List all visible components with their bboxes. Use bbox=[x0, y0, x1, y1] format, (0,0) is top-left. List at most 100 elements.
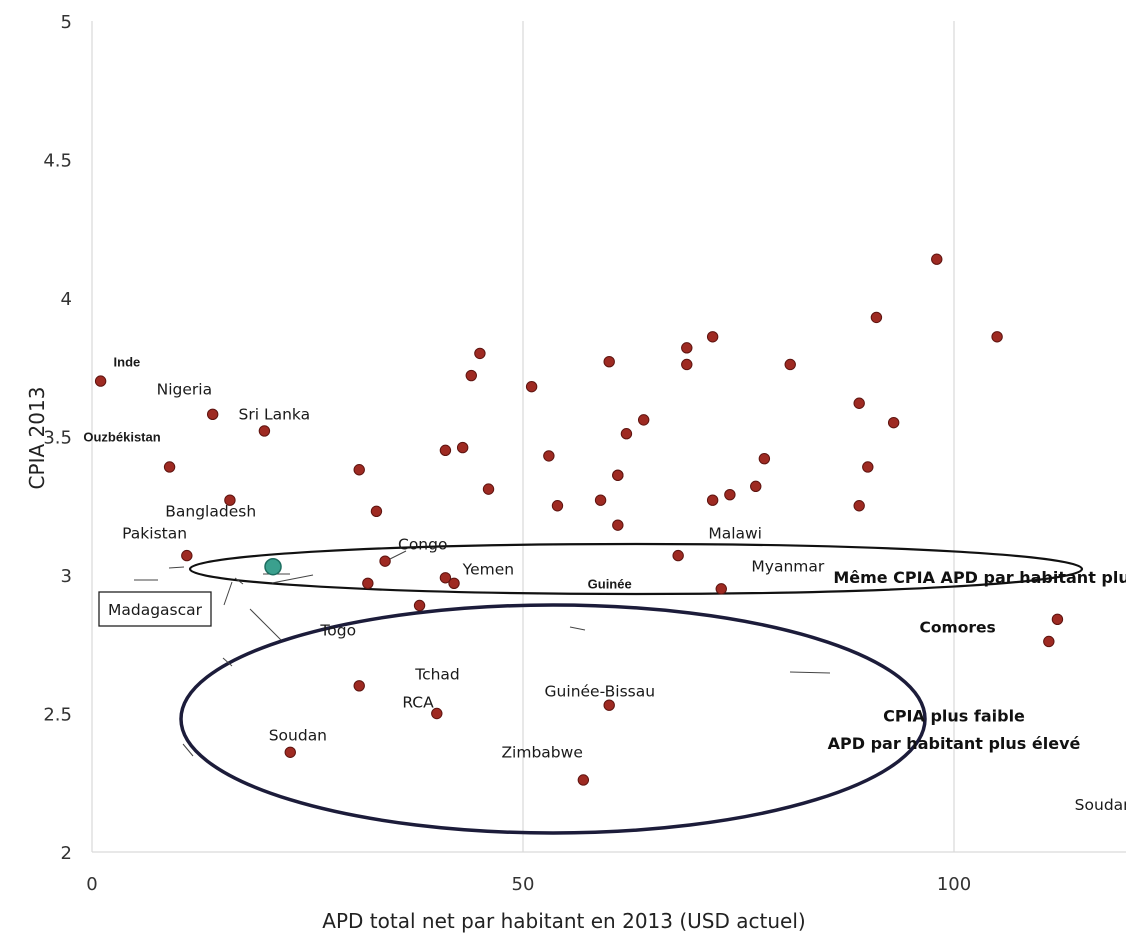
data-point bbox=[474, 347, 486, 360]
point-label: Ouzbékistan bbox=[83, 430, 160, 445]
x-tick-label: 0 bbox=[86, 874, 97, 895]
point-label: Zimbabwe bbox=[501, 743, 582, 761]
data-point bbox=[715, 583, 727, 595]
point-label: Nigeria bbox=[157, 380, 212, 398]
data-point bbox=[258, 425, 271, 437]
data-point bbox=[681, 342, 693, 354]
point-label: Soudan bbox=[269, 727, 327, 745]
y-tick-label: 4 bbox=[61, 289, 72, 310]
leader-line bbox=[271, 574, 314, 584]
grid-lines bbox=[91, 21, 1126, 853]
data-point bbox=[456, 441, 469, 454]
data-point bbox=[620, 428, 633, 440]
data-point bbox=[439, 572, 452, 584]
data-point bbox=[224, 494, 236, 506]
leader-line bbox=[222, 657, 233, 667]
data-point bbox=[465, 369, 477, 382]
data-point bbox=[750, 480, 762, 493]
y-tick-label: 2 bbox=[61, 843, 72, 864]
y-axis-title: CPIA 2013 bbox=[25, 387, 49, 490]
axis-ticks: 05010015020022.533.544.55 bbox=[43, 12, 971, 895]
data-point bbox=[439, 444, 452, 457]
data-point bbox=[681, 358, 693, 371]
data-point bbox=[94, 375, 107, 387]
data-point bbox=[672, 549, 684, 562]
data-point bbox=[931, 253, 943, 265]
point-label: Guinée-Bissau bbox=[545, 682, 656, 700]
data-point bbox=[612, 469, 624, 481]
data-point bbox=[1043, 635, 1055, 648]
data-point bbox=[370, 505, 383, 517]
data-points bbox=[94, 253, 1064, 786]
y-tick-label: 3.5 bbox=[43, 428, 72, 449]
data-point bbox=[353, 680, 365, 692]
madagascar-callout: Madagascar bbox=[98, 591, 212, 627]
point-label: Comores bbox=[920, 619, 996, 637]
point-label: Inde bbox=[114, 355, 141, 370]
annotations: Même CPIA APD par habitant plus élevé CPI… bbox=[828, 568, 1126, 753]
x-tick-label: 100 bbox=[937, 874, 971, 895]
data-point bbox=[413, 599, 426, 612]
data-point bbox=[379, 555, 391, 567]
data-point bbox=[862, 461, 874, 473]
data-point bbox=[577, 774, 590, 786]
data-point bbox=[362, 577, 374, 590]
y-tick-label: 2.5 bbox=[43, 705, 72, 726]
point-label: Soudan du Sud bbox=[1075, 796, 1126, 814]
leader-line bbox=[249, 608, 282, 641]
data-point bbox=[353, 464, 365, 476]
data-point bbox=[1051, 613, 1064, 626]
leader-line bbox=[168, 566, 185, 569]
point-label: Congo bbox=[398, 536, 447, 554]
madagascar-label: Madagascar bbox=[108, 601, 203, 619]
data-point bbox=[637, 414, 650, 426]
madagascar-point bbox=[264, 557, 282, 576]
data-point bbox=[706, 331, 719, 343]
data-point bbox=[706, 494, 719, 506]
data-point bbox=[448, 577, 460, 590]
point-label: Malawi bbox=[708, 524, 762, 542]
leader-line bbox=[569, 626, 586, 631]
lower-cpia-ellipse bbox=[179, 603, 927, 835]
data-point bbox=[603, 699, 615, 711]
annotation-lower-cpia: CPIA plus faible bbox=[883, 706, 1025, 725]
annotation-lower-cpia: APD par habitant plus élevé bbox=[828, 734, 1081, 753]
x-axis-title: APD total net par habitant en 2013 (USD … bbox=[322, 909, 805, 933]
point-label: Togo bbox=[319, 621, 356, 639]
data-point bbox=[482, 483, 495, 495]
annotation-same-cpia: Même CPIA APD par habitant plus élevé bbox=[833, 568, 1126, 587]
point-label: Pakistan bbox=[122, 524, 187, 542]
point-label: RCA bbox=[402, 693, 434, 711]
data-point bbox=[163, 461, 176, 473]
point-label: Guinée bbox=[588, 576, 632, 591]
data-point bbox=[206, 408, 219, 421]
data-point bbox=[594, 494, 607, 506]
data-point bbox=[887, 416, 900, 429]
data-point bbox=[853, 500, 865, 512]
data-point bbox=[784, 358, 796, 371]
annotation-ellipses bbox=[179, 542, 1084, 835]
data-point bbox=[431, 707, 443, 720]
data-point bbox=[758, 452, 771, 465]
point-labels: Inde Nigeria Sri Lanka Ouzbékistan Banglades… bbox=[83, 355, 1126, 814]
data-point bbox=[551, 500, 564, 512]
data-point bbox=[543, 450, 555, 462]
data-point bbox=[284, 746, 296, 758]
data-point bbox=[724, 488, 736, 501]
point-label: Yemen bbox=[462, 560, 514, 578]
data-point bbox=[612, 519, 624, 531]
leader-line bbox=[182, 743, 194, 757]
y-tick-label: 5 bbox=[61, 12, 72, 33]
data-point bbox=[991, 331, 1003, 343]
leader-line bbox=[234, 577, 244, 585]
leader-lines bbox=[134, 550, 831, 757]
point-label: Tchad bbox=[414, 666, 460, 684]
data-point bbox=[525, 380, 538, 393]
madagascar-label-box bbox=[98, 591, 212, 627]
data-point bbox=[853, 397, 865, 409]
point-label: Myanmar bbox=[751, 558, 824, 576]
data-point bbox=[603, 356, 615, 368]
data-point bbox=[181, 549, 193, 562]
point-label: Bangladesh bbox=[165, 502, 256, 520]
